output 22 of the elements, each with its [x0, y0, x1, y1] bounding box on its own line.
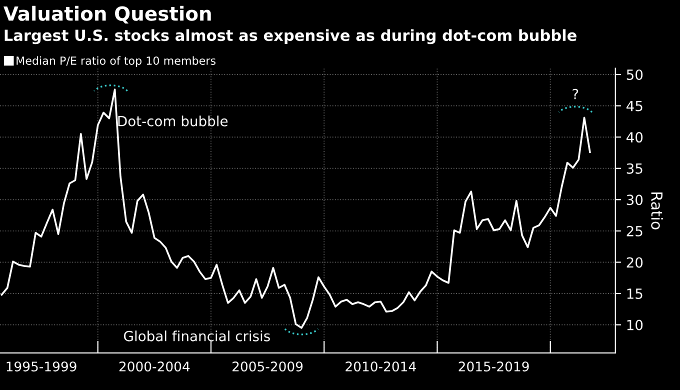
chart-subtitle: Largest U.S. stocks almost as expensive as during dot-com bubble: [4, 29, 576, 44]
chart-title: Valuation Question: [3, 6, 211, 24]
annotation: ?: [572, 88, 578, 100]
y-tick-label: 25: [626, 226, 642, 236]
y-axis-title: Ratio: [651, 192, 663, 230]
y-tick-label: 15: [627, 288, 642, 299]
y-tick-label: 10: [627, 320, 643, 330]
annotation: Dot-com bubble: [118, 116, 228, 126]
line-series: [0, 88, 591, 329]
y-tick-label: 50: [626, 69, 643, 80]
annotation: Global financial crisis: [124, 330, 270, 342]
y-tick-label: 20: [626, 257, 643, 268]
y-tick-label: 45: [626, 100, 642, 112]
x-tick-label: 2000-2004: [119, 362, 190, 372]
x-tick-label: 2010-2014: [346, 362, 416, 372]
legend-label: Median P/E ratio of top 10 members: [16, 56, 216, 68]
x-tick-label: 2005-2009: [232, 362, 303, 372]
y-tick-label: 40: [626, 132, 643, 143]
y-tick-label: 35: [626, 163, 642, 174]
y-tick-label: 30: [626, 194, 643, 206]
x-tick-label: 2015-2019: [458, 362, 529, 372]
x-tick-label: 1995-1999: [6, 362, 76, 372]
